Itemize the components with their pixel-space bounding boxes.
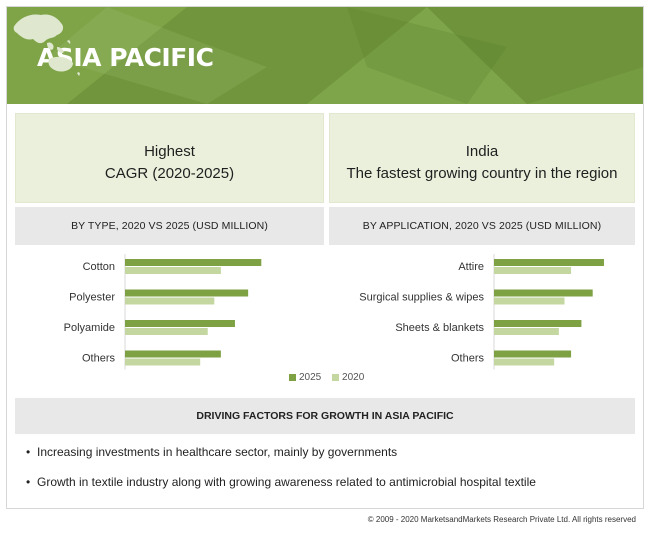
legend-label-2020: 2020 (342, 372, 365, 383)
bar-2020 (125, 267, 221, 274)
bar-2025 (125, 289, 249, 297)
category-label: Surgical supplies & wipes (359, 292, 484, 304)
bar-2025 (125, 350, 221, 358)
category-label: Cotton (83, 261, 115, 273)
region-banner: ASIA PACIFIC (7, 7, 643, 104)
bar-2025 (494, 320, 582, 327)
category-label: Others (82, 353, 116, 365)
bar-2025 (494, 350, 572, 358)
legend-swatch-2025 (289, 374, 296, 381)
category-label: Others (451, 353, 485, 365)
driver-item: • Increasing investments in healthcare se… (26, 445, 536, 475)
chart-header-by-application: BY APPLICATION, 2020 VS 2025 (USD MILLIO… (329, 207, 635, 245)
driver-text: Growth in textile industry along with gr… (37, 475, 536, 489)
category-label: Polyamide (64, 322, 115, 334)
bar-2020 (494, 267, 572, 274)
driving-factors-header: DRIVING FACTORS FOR GROWTH IN ASIA PACIF… (15, 398, 635, 434)
asia-pacific-map-icon (13, 14, 80, 76)
bar-2025 (125, 259, 262, 266)
highlight-cagr-line1: Highest (144, 143, 195, 160)
bar-2020 (125, 328, 208, 335)
highlight-panel-cagr: Highest CAGR (2020-2025) (15, 113, 324, 203)
legend-swatch-2020 (332, 374, 340, 381)
legend-label-2025: 2025 (299, 372, 322, 383)
banner-background (7, 7, 643, 104)
bar-2020 (125, 297, 215, 305)
copyright-notice: © 2009 - 2020 MarketsandMarkets Research… (367, 515, 636, 524)
bar-2020 (125, 358, 201, 366)
bar-2020 (494, 328, 559, 335)
driving-factors-list: • Increasing investments in healthcare se… (26, 445, 536, 505)
highlight-panel-country: India The fastest growing country in the… (329, 113, 635, 203)
chart-header-by-type: BY TYPE, 2020 VS 2025 (USD MILLION) (15, 207, 324, 245)
highlight-country-line1: India (465, 143, 499, 160)
bar-2025 (494, 289, 593, 297)
highlight-cagr-line2: CAGR (2020-2025) (104, 165, 235, 182)
category-label: Polyester (69, 292, 115, 304)
driver-text: Increasing investments in healthcare sec… (37, 445, 398, 459)
bar-2025 (125, 320, 235, 327)
bullet-dot-icon: • (26, 475, 31, 489)
infographic-frame: ASIA PACIFIC Highest CAGR (2020-2025) In… (6, 6, 644, 509)
bar-2025 (494, 259, 604, 266)
bar-2020 (494, 297, 565, 305)
bar-charts: Cotton Polyester Polyamide Others Attire Surg… (64, 254, 604, 370)
category-label: Sheets & blankets (395, 322, 484, 334)
driver-item: • Growth in textile industry along with g… (26, 475, 536, 505)
category-label: Attire (458, 261, 484, 273)
highlight-country-line2: The fastest growing country in the regio… (346, 165, 618, 182)
chart-legend: 2025 2020 (289, 372, 364, 383)
bar-2020 (494, 358, 555, 366)
bullet-dot-icon: • (26, 445, 31, 459)
